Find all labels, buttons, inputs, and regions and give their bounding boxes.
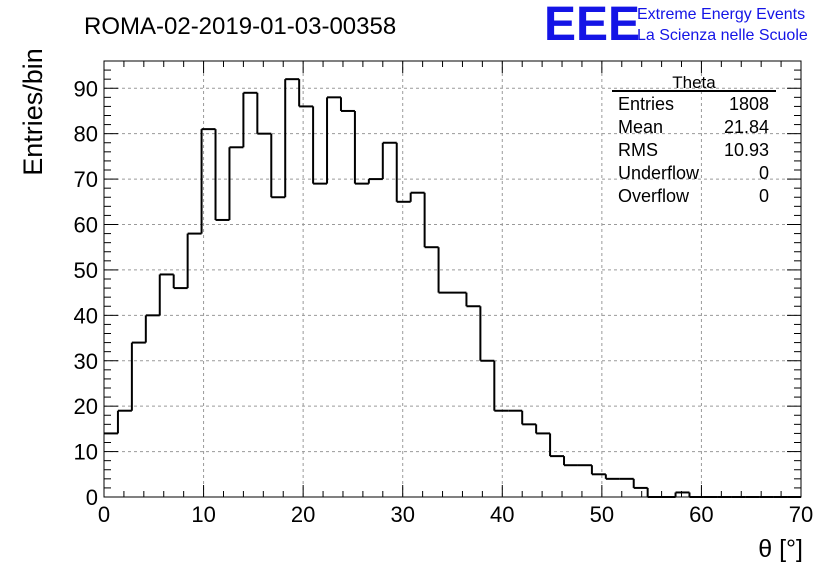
stats-box: Theta Entries 1808 Mean 21.84 RMS 10.93 Underfl… (612, 73, 776, 206)
histogram-bin (270, 133, 286, 199)
x-tick-label: 20 (291, 502, 315, 527)
stats-row-value: 1808 (729, 94, 769, 114)
histogram-bin (423, 192, 439, 249)
stats-row-label: Overflow (618, 186, 690, 206)
histogram-bin (326, 96, 341, 184)
y-tick-label: 80 (74, 122, 98, 147)
histogram-bin (242, 91, 258, 148)
histogram-bin (130, 341, 146, 411)
histogram-bin (158, 273, 174, 316)
histogram-bin (535, 424, 551, 435)
grid (104, 61, 801, 497)
histogram-bin (437, 247, 453, 294)
histogram-bin (186, 232, 202, 289)
histogram-bin (563, 456, 578, 467)
histogram-bin (409, 191, 425, 202)
logo-mark: EEE (544, 0, 640, 51)
y-axis-label: Entries/bin (18, 48, 48, 176)
histogram-bin (339, 97, 355, 112)
y-tick-label: 90 (74, 76, 98, 101)
y-tick-label: 40 (74, 303, 98, 328)
histogram-bin (284, 78, 300, 198)
histogram-bin (493, 360, 509, 412)
stats-row-label: RMS (618, 140, 658, 160)
histogram-bin (590, 465, 606, 476)
x-tick-label: 0 (98, 502, 110, 527)
y-tick-label: 20 (74, 394, 98, 419)
logo-line-1: Extreme Energy Events (637, 6, 805, 23)
x-axis-label: θ [°] (758, 535, 803, 563)
x-tick-label: 50 (590, 502, 614, 527)
stats-row-value: 21.84 (724, 117, 769, 137)
histogram-bin (674, 491, 690, 497)
x-tick-label: 10 (191, 502, 215, 527)
histogram-bin (549, 433, 565, 458)
histogram-bin (228, 146, 244, 220)
y-tick-label: 50 (74, 258, 98, 283)
y-tick-label: 0 (86, 485, 98, 510)
histogram-bin (604, 474, 620, 480)
histogram-bin (395, 142, 411, 203)
histogram-series (104, 78, 801, 498)
y-tick-label: 60 (74, 213, 98, 238)
tick-labels: 0 10 20 30 40 50 60 70 0 10 20 30 40 50 60 70 80 90 (74, 76, 814, 527)
stats-row-value: 0 (759, 163, 769, 183)
histogram-bin (465, 292, 481, 308)
x-tick-label: 30 (390, 502, 414, 527)
plot-frame (103, 60, 802, 498)
histogram-bin (353, 110, 369, 185)
x-tick-label: 60 (689, 502, 713, 527)
stats-box-title: Theta (672, 73, 716, 92)
histogram-bin (367, 178, 383, 184)
y-tick-label: 10 (74, 440, 98, 465)
x-tick-label: 70 (789, 502, 813, 527)
x-tick-label: 40 (490, 502, 514, 527)
histogram-bin (312, 106, 328, 185)
histogram-bin (256, 92, 272, 135)
histogram-bin (646, 487, 662, 498)
histogram-bin (214, 129, 230, 221)
histogram-bin (116, 409, 132, 434)
stats-row-value: 0 (759, 186, 769, 206)
y-tick-label: 30 (74, 349, 98, 374)
y-tick-label: 70 (74, 167, 98, 192)
stats-row-label: Mean (618, 117, 663, 137)
chart-title: ROMA-02-2019-01-03-00358 (84, 13, 396, 40)
logo-line-2: La Scienza nelle Scuole (637, 27, 808, 44)
eee-logo: EEE Extreme Energy Events La Scienza nel… (544, 0, 808, 51)
histogram-bin (298, 79, 314, 108)
histogram-bin (632, 478, 648, 489)
stats-row-label: Underflow (618, 163, 700, 183)
histogram-bin (172, 274, 188, 290)
histogram-bin (521, 410, 537, 426)
stats-row-label: Entries (618, 94, 674, 114)
histogram-bin (200, 128, 216, 234)
stats-row-value: 10.93 (724, 140, 769, 160)
histogram-bin (381, 141, 397, 180)
histogram-bin (144, 314, 160, 343)
histogram-bin (479, 306, 495, 362)
axes (103, 60, 802, 498)
